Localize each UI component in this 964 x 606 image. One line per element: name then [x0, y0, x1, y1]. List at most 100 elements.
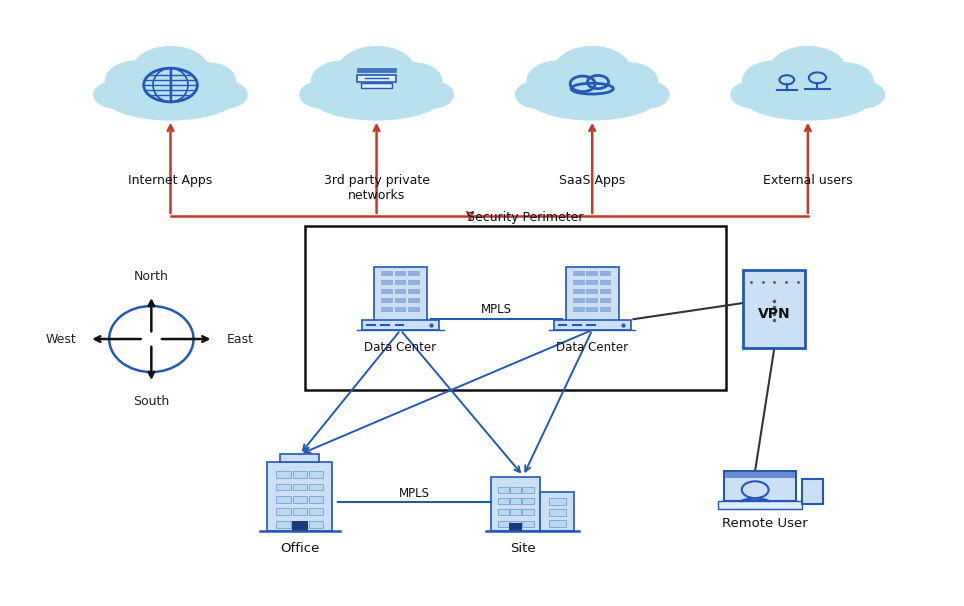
Bar: [408, 279, 419, 285]
Bar: [305, 226, 727, 390]
Bar: [724, 471, 796, 476]
Bar: [292, 521, 308, 531]
Bar: [549, 509, 566, 516]
Bar: [308, 521, 324, 528]
Text: East: East: [227, 333, 254, 345]
Bar: [600, 279, 611, 285]
Bar: [408, 298, 419, 303]
Bar: [541, 492, 574, 531]
Bar: [510, 498, 522, 504]
Text: Site: Site: [510, 542, 536, 555]
Bar: [362, 321, 439, 330]
Bar: [802, 479, 822, 504]
Bar: [522, 498, 533, 504]
Bar: [277, 508, 291, 515]
Bar: [549, 498, 566, 505]
Bar: [586, 288, 598, 294]
Text: MPLS: MPLS: [399, 487, 430, 500]
Bar: [358, 68, 396, 73]
Bar: [382, 279, 393, 285]
Bar: [382, 270, 393, 276]
Bar: [277, 521, 291, 528]
Bar: [724, 471, 796, 501]
Text: VPN: VPN: [758, 307, 790, 321]
Circle shape: [411, 81, 453, 108]
Bar: [362, 83, 392, 88]
Circle shape: [205, 81, 247, 108]
Bar: [600, 298, 611, 303]
Circle shape: [843, 81, 885, 108]
Bar: [497, 498, 509, 504]
Ellipse shape: [309, 72, 443, 120]
Bar: [574, 298, 585, 303]
Bar: [293, 496, 308, 503]
Circle shape: [178, 63, 235, 99]
Bar: [293, 508, 308, 515]
Bar: [574, 279, 585, 285]
Bar: [718, 501, 802, 509]
Circle shape: [516, 81, 558, 108]
Bar: [293, 471, 308, 478]
Bar: [497, 487, 509, 493]
Text: External users: External users: [763, 174, 853, 187]
Circle shape: [338, 47, 415, 95]
Bar: [308, 508, 324, 515]
Text: 3rd party private
networks: 3rd party private networks: [324, 174, 430, 202]
Text: SaaS Apps: SaaS Apps: [559, 174, 626, 187]
Circle shape: [132, 47, 209, 95]
Circle shape: [769, 47, 846, 95]
Circle shape: [554, 47, 630, 95]
Bar: [497, 509, 509, 516]
Ellipse shape: [525, 72, 659, 120]
Circle shape: [311, 61, 375, 101]
Bar: [308, 496, 324, 503]
Bar: [281, 454, 319, 462]
Ellipse shape: [740, 72, 875, 120]
Bar: [394, 279, 407, 285]
Bar: [586, 307, 598, 312]
Bar: [510, 487, 522, 493]
Text: Data Center: Data Center: [364, 341, 437, 354]
Bar: [497, 521, 509, 527]
Circle shape: [732, 81, 773, 108]
Bar: [574, 288, 585, 294]
Text: Remote User: Remote User: [722, 518, 808, 530]
Bar: [293, 484, 308, 490]
Bar: [510, 521, 522, 527]
Bar: [510, 509, 522, 516]
Text: Security Perimeter: Security Perimeter: [467, 211, 583, 224]
Bar: [308, 484, 324, 490]
Bar: [408, 288, 419, 294]
Circle shape: [816, 63, 873, 99]
Bar: [586, 270, 598, 276]
Bar: [408, 270, 419, 276]
Circle shape: [94, 81, 136, 108]
Circle shape: [527, 61, 590, 101]
Text: Office: Office: [281, 542, 320, 555]
Circle shape: [627, 81, 669, 108]
Bar: [267, 462, 333, 531]
Bar: [522, 487, 533, 493]
Bar: [600, 270, 611, 276]
Bar: [374, 267, 427, 321]
Bar: [566, 267, 619, 321]
Bar: [382, 307, 393, 312]
Bar: [600, 307, 611, 312]
Circle shape: [105, 61, 169, 101]
Bar: [394, 307, 407, 312]
Bar: [586, 279, 598, 285]
Bar: [522, 509, 533, 516]
Bar: [308, 471, 324, 478]
Text: South: South: [133, 395, 170, 408]
Bar: [522, 521, 533, 527]
Bar: [394, 298, 407, 303]
Bar: [743, 270, 806, 348]
Text: North: North: [134, 270, 169, 283]
Bar: [277, 496, 291, 503]
Text: Data Center: Data Center: [556, 341, 629, 354]
Bar: [586, 298, 598, 303]
Circle shape: [742, 61, 806, 101]
Bar: [509, 524, 522, 531]
Circle shape: [600, 63, 657, 99]
Ellipse shape: [103, 72, 237, 120]
